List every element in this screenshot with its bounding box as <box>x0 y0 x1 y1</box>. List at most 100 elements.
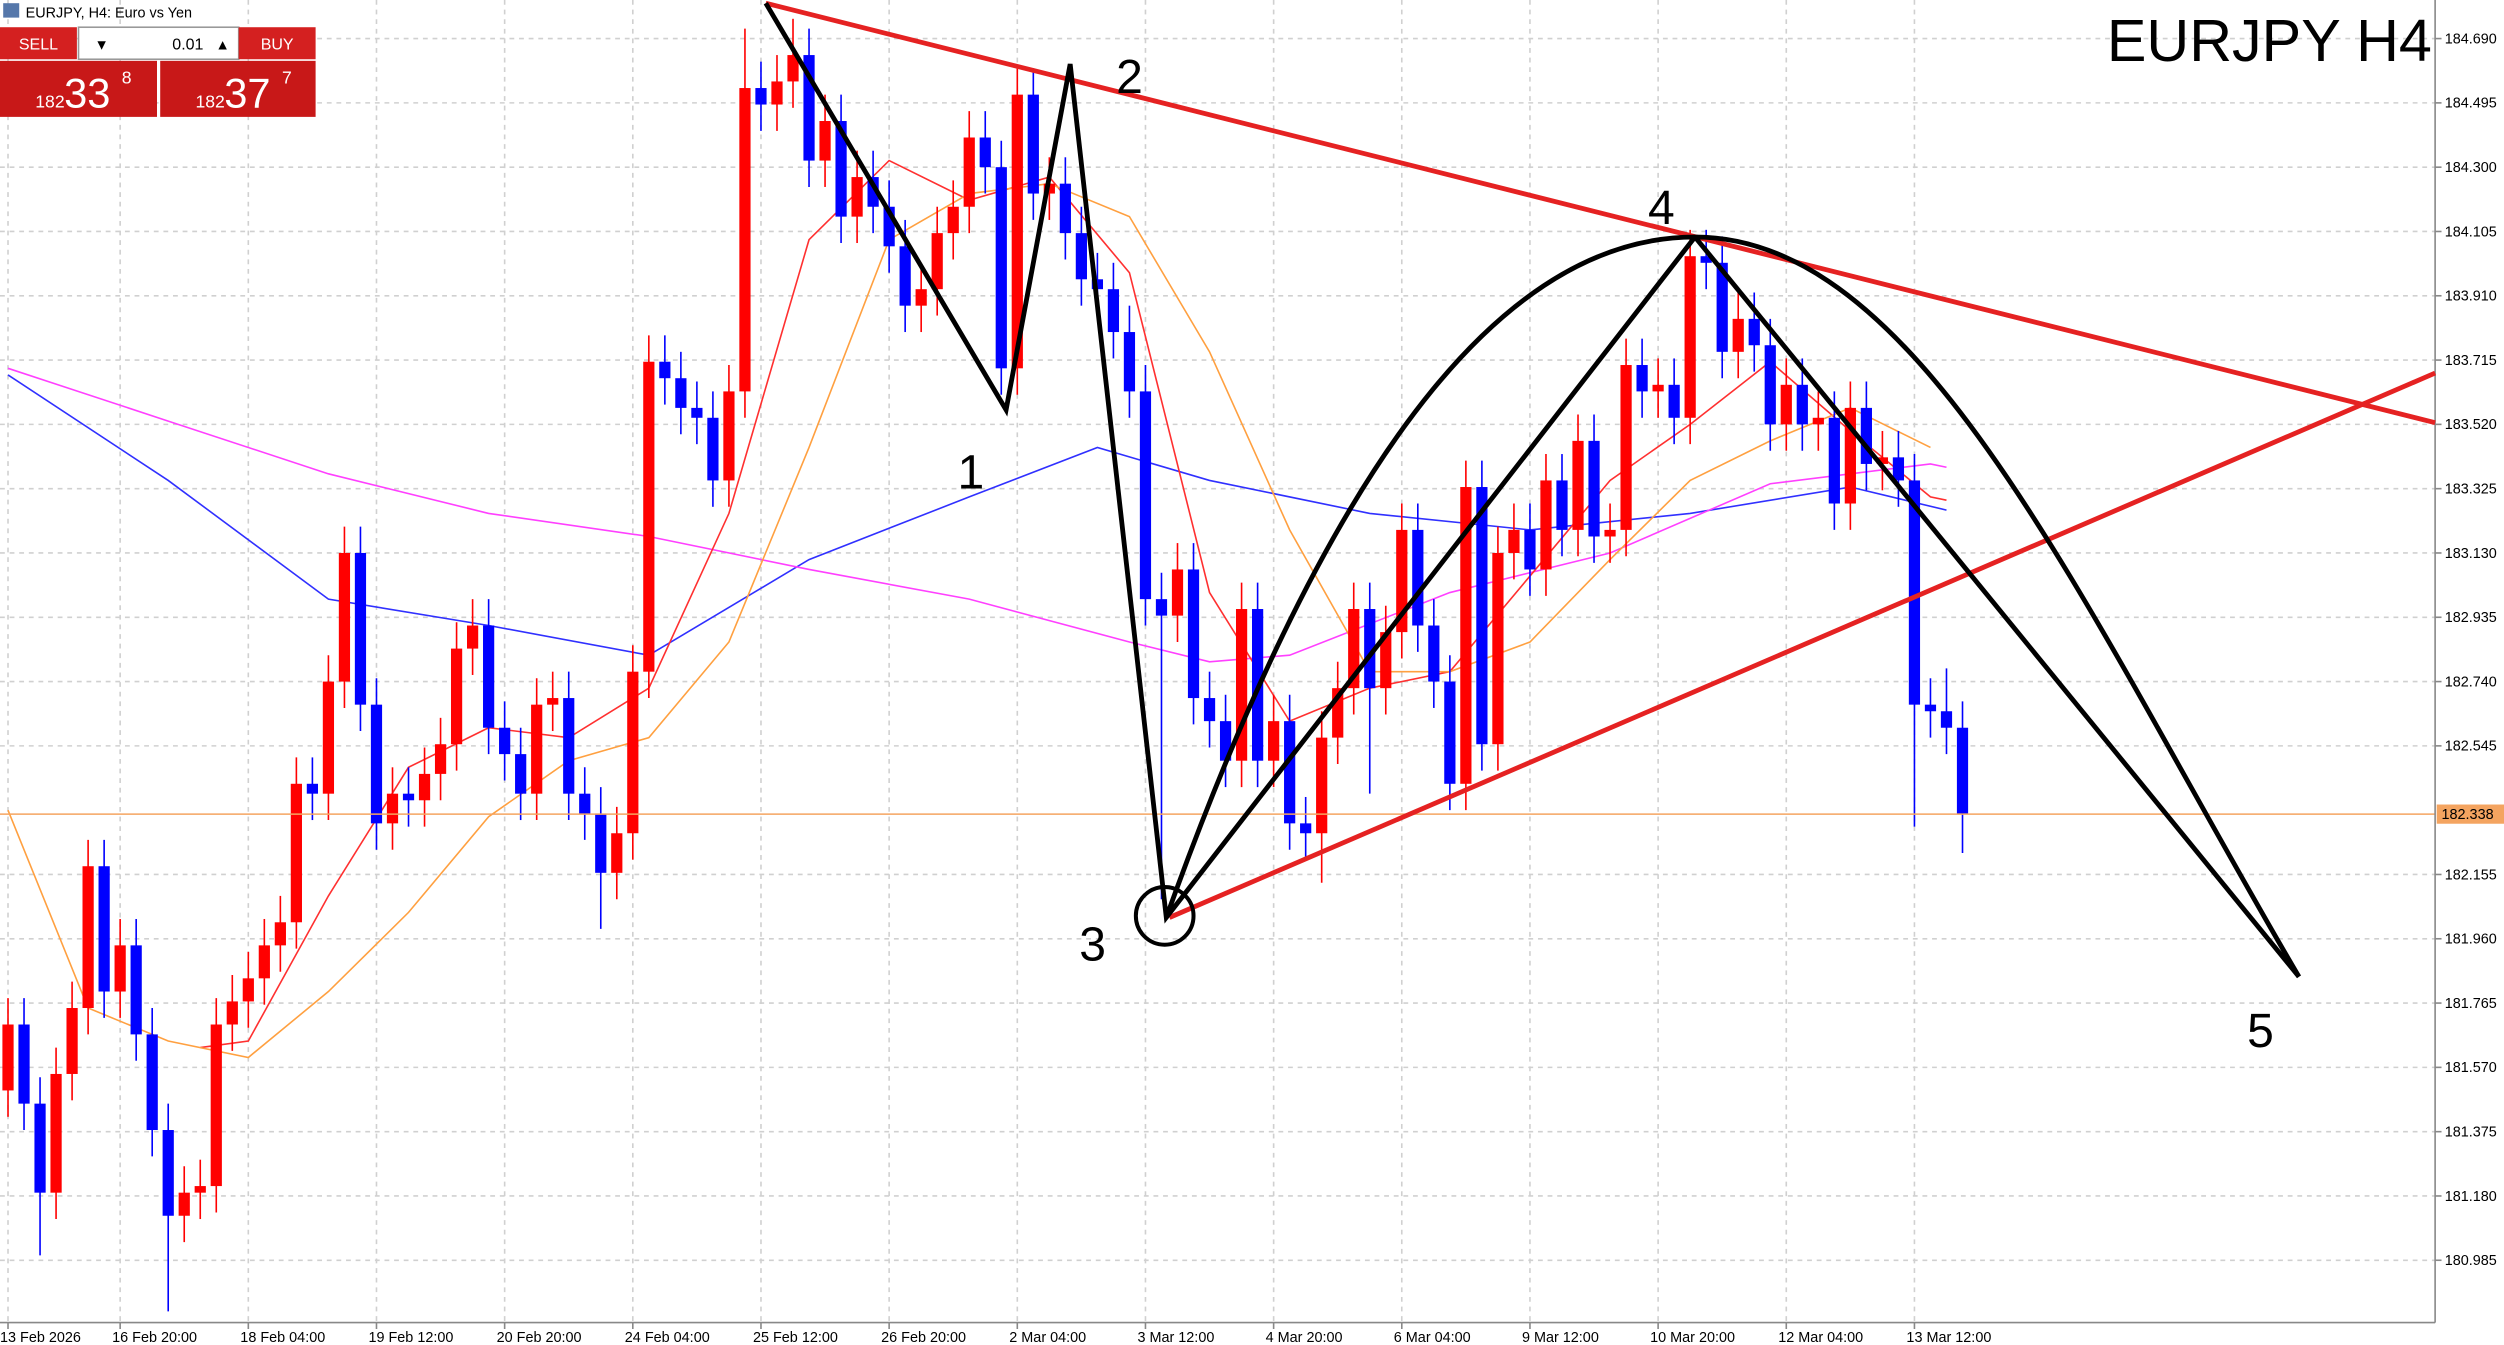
candle-body <box>963 137 975 207</box>
candle-body <box>1748 318 1760 346</box>
x-tick-label: 19 Feb 12:00 <box>368 1330 453 1345</box>
x-tick-label: 26 Feb 20:00 <box>881 1330 966 1345</box>
candle-body <box>787 55 799 82</box>
candle-body <box>1796 384 1808 425</box>
x-tick-label: 24 Feb 04:00 <box>625 1330 710 1345</box>
volume-box[interactable] <box>77 26 240 61</box>
candle-body <box>1572 440 1584 530</box>
candle-body <box>1540 480 1552 570</box>
candle-body <box>979 137 991 168</box>
candle-body <box>1091 279 1104 290</box>
candle-body <box>258 945 270 979</box>
candle-body <box>162 1130 174 1216</box>
ask-big-figure[interactable]: 182 <box>195 91 224 111</box>
y-tick-label: 181.180 <box>2445 1189 2497 1205</box>
candle-body <box>1716 262 1728 352</box>
candle-body <box>1171 569 1184 616</box>
candle-body <box>1732 318 1744 352</box>
y-tick-label: 182.740 <box>2445 674 2497 690</box>
candle-body <box>867 177 879 207</box>
candle-body <box>386 793 399 824</box>
candle-body <box>194 1186 206 1193</box>
volume-arrow[interactable]: ▲ <box>216 38 230 54</box>
y-tick-label: 183.520 <box>2445 417 2497 433</box>
candle-body <box>1876 457 1889 464</box>
candle-body <box>1348 609 1360 689</box>
candle-body <box>1428 625 1440 682</box>
y-tick-label: 183.130 <box>2445 546 2497 562</box>
bid-box[interactable] <box>0 60 158 117</box>
candle-body <box>515 754 527 794</box>
candle-body <box>1107 289 1120 333</box>
candle-body <box>1396 529 1408 633</box>
candle-body <box>1444 681 1456 784</box>
candle-body <box>883 206 895 247</box>
candle-body <box>915 289 927 306</box>
bid-pips[interactable]: 33 <box>64 69 110 116</box>
x-tick-label: 25 Feb 12:00 <box>753 1330 838 1345</box>
candle-body <box>1764 345 1776 425</box>
candle-body <box>611 833 623 873</box>
candle-body <box>466 625 479 649</box>
candle-body <box>947 206 959 234</box>
candle-body <box>1860 407 1872 464</box>
candle-body <box>1011 94 1023 369</box>
y-tick-label: 184.495 <box>2445 96 2497 112</box>
candle-body <box>370 704 383 824</box>
bid-point[interactable]: 8 <box>122 67 132 87</box>
candle-body <box>146 1034 158 1131</box>
wave-label: 5 <box>2247 1005 2274 1058</box>
sell-label[interactable]: SELL <box>19 37 58 54</box>
ask-point[interactable]: 7 <box>282 67 292 87</box>
candle-body <box>50 1073 62 1193</box>
candle-body <box>2 1024 14 1091</box>
candle-body <box>1219 721 1232 761</box>
candle-body <box>1652 384 1664 392</box>
window-icon <box>3 3 20 18</box>
x-tick-label: 18 Feb 04:00 <box>240 1330 325 1345</box>
volume-arrow[interactable]: ▼ <box>95 38 109 54</box>
candle-body <box>178 1192 190 1216</box>
candle-body <box>835 121 847 217</box>
y-tick-label: 183.715 <box>2445 353 2497 369</box>
candle-body <box>66 1008 78 1074</box>
candle-body <box>899 246 911 306</box>
candle-body <box>1187 569 1200 699</box>
candle-body <box>226 1001 238 1025</box>
candle-body <box>1268 721 1280 761</box>
buy-label[interactable]: BUY <box>261 37 294 54</box>
y-tick-label: 181.765 <box>2445 996 2497 1012</box>
candle-body <box>1284 721 1296 824</box>
candle-body <box>98 866 110 992</box>
ask-pips[interactable]: 37 <box>224 69 270 116</box>
drawings <box>763 0 2437 979</box>
bid-big-figure[interactable]: 182 <box>35 91 64 111</box>
wave-line <box>1693 235 2301 979</box>
ask-box[interactable] <box>160 60 316 117</box>
candle-body <box>803 55 815 161</box>
candle-body <box>1027 94 1039 194</box>
trend-line <box>765 0 2436 426</box>
buy-button[interactable] <box>238 27 316 60</box>
candle-body <box>114 945 126 992</box>
volume[interactable]: 0.01 <box>172 37 203 54</box>
candle-body <box>1139 391 1152 600</box>
candle-body <box>627 671 639 834</box>
candle-body <box>1203 698 1216 722</box>
candle-body <box>819 121 831 161</box>
candle-body <box>1332 688 1344 738</box>
sell-button[interactable] <box>0 27 77 60</box>
candle-body <box>931 233 943 290</box>
candle-body <box>1908 480 1921 705</box>
candle-body <box>1604 529 1616 537</box>
candle-body <box>579 793 591 814</box>
y-tick-label: 183.325 <box>2445 481 2497 497</box>
candle-body <box>1620 365 1632 530</box>
candle-body <box>1155 599 1168 616</box>
candle-body <box>1844 407 1856 504</box>
chart-title: EURJPY H4 <box>2107 7 2432 74</box>
candle-body <box>659 361 671 379</box>
candle-body <box>290 783 302 923</box>
candle-body <box>595 813 607 873</box>
candle-body <box>531 704 543 794</box>
